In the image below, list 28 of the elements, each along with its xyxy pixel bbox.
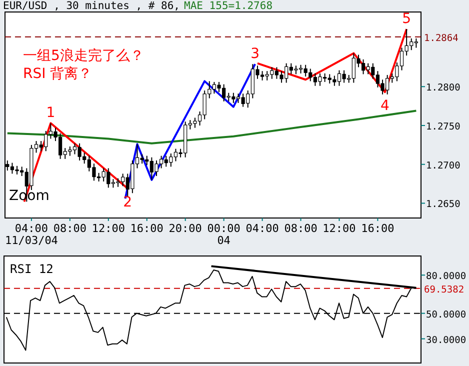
x-tick-label: 16:00 — [130, 222, 164, 235]
x-tick-label: 08:00 — [284, 222, 318, 235]
x-tick-label: 16:00 — [361, 222, 394, 235]
x-tick-label: 20:00 — [168, 222, 202, 235]
text: RSI 12 — [10, 262, 54, 276]
y-tick-label: 1.2700 — [426, 160, 461, 172]
y-tick-label: 1.2750 — [426, 121, 461, 132]
annotation: 2 — [123, 194, 132, 210]
x-tick-label: 12:00 — [322, 222, 356, 235]
y-tick-label: 30.0000 — [426, 334, 466, 346]
annotation: 一组5浪走完了么？ — [23, 48, 144, 64]
annotation: 4 — [380, 98, 390, 114]
ref-line-label: 1.2864 — [424, 32, 459, 44]
annotation: 1 — [46, 105, 56, 122]
x-tick-label: 00:00 04 — [207, 222, 240, 247]
y-tick-label: 50.0000 — [426, 309, 466, 320]
chart-subtitle: MAE 155=1.2768 — [184, 0, 273, 12]
y-tick-label: 80.0000 — [426, 271, 466, 282]
y-tick-label: 1.2650 — [426, 199, 461, 210]
annotation: 3 — [250, 46, 260, 62]
y-tick-label: 1.2800 — [426, 82, 461, 94]
annotation: RSI 背离？ — [23, 66, 92, 82]
chart-title: EUR/USD , 30 minutes , # 86, — [3, 0, 180, 12]
ref-line-label: 69.5382 — [424, 284, 464, 296]
x-tick-label: 12:00 — [92, 222, 125, 235]
x-tick-label: 08:00 — [53, 222, 86, 235]
x-tick-label: 04:00 — [246, 222, 279, 235]
annotation: 5 — [402, 11, 412, 28]
